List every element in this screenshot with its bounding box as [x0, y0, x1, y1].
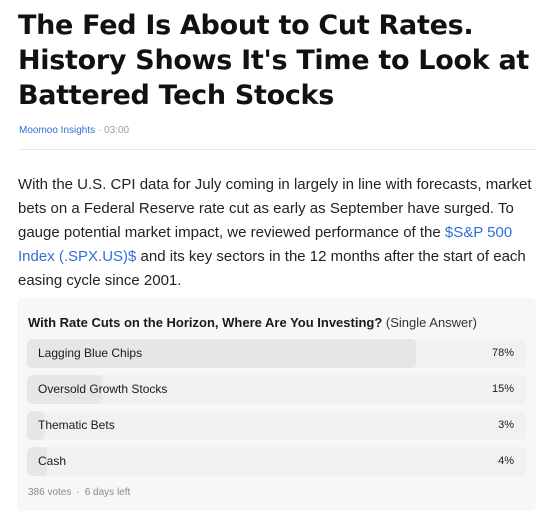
poll-option-lagging-blue-chips[interactable]: Lagging Blue Chips 78% — [27, 339, 526, 368]
poll-option-oversold-growth-stocks[interactable]: Oversold Growth Stocks 15% — [27, 375, 526, 404]
meta-separator: · — [97, 125, 102, 136]
body-text-start: With the U.S. CPI data for July coming i… — [18, 176, 532, 241]
poll-option-label: Cash — [38, 454, 67, 468]
poll-footer: 386 votes · 6 days left — [28, 487, 130, 498]
poll-option-label: Thematic Bets — [38, 418, 115, 432]
header-divider — [18, 149, 536, 150]
source-link[interactable]: Moomoo Insights — [19, 125, 96, 136]
vote-count: 386 votes — [28, 487, 72, 498]
poll-option-label: Oversold Growth Stocks — [38, 382, 168, 396]
poll-option-thematic-bets[interactable]: Thematic Bets 3% — [27, 411, 526, 440]
article-meta: Moomoo Insights · 03:00 — [19, 125, 129, 136]
article-title: The Fed Is About to Cut Rates. History S… — [18, 10, 529, 111]
poll-option-fill — [27, 411, 45, 440]
poll-question: With Rate Cuts on the Horizon, Where Are… — [28, 315, 477, 330]
poll-option-percent: 3% — [498, 419, 514, 431]
poll-card: With Rate Cuts on the Horizon, Where Are… — [17, 298, 536, 511]
time-left: 6 days left — [84, 487, 131, 498]
footer-separator: · — [76, 487, 80, 498]
poll-option-percent: 4% — [498, 455, 514, 467]
body-text-end: and its key sectors in the 12 months aft… — [18, 248, 526, 289]
poll-option-percent: 78% — [491, 347, 514, 359]
spx-index-link[interactable]: $S&P 500 Index (.SPX.US)$ — [18, 224, 513, 265]
poll-answer-type: (Single Answer) — [385, 315, 477, 330]
poll-option-cash[interactable]: Cash 4% — [27, 447, 526, 476]
poll-option-label: Lagging Blue Chips — [38, 346, 143, 360]
poll-option-fill — [27, 447, 47, 476]
poll-option-fill — [27, 339, 417, 368]
poll-option-percent: 15% — [491, 383, 514, 395]
poll-option-fill — [27, 375, 102, 404]
publish-time: 03:00 — [104, 125, 130, 136]
article-body: With the U.S. CPI data for July coming i… — [18, 173, 540, 293]
poll-question-text: With Rate Cuts on the Horizon, Where Are… — [28, 315, 383, 330]
